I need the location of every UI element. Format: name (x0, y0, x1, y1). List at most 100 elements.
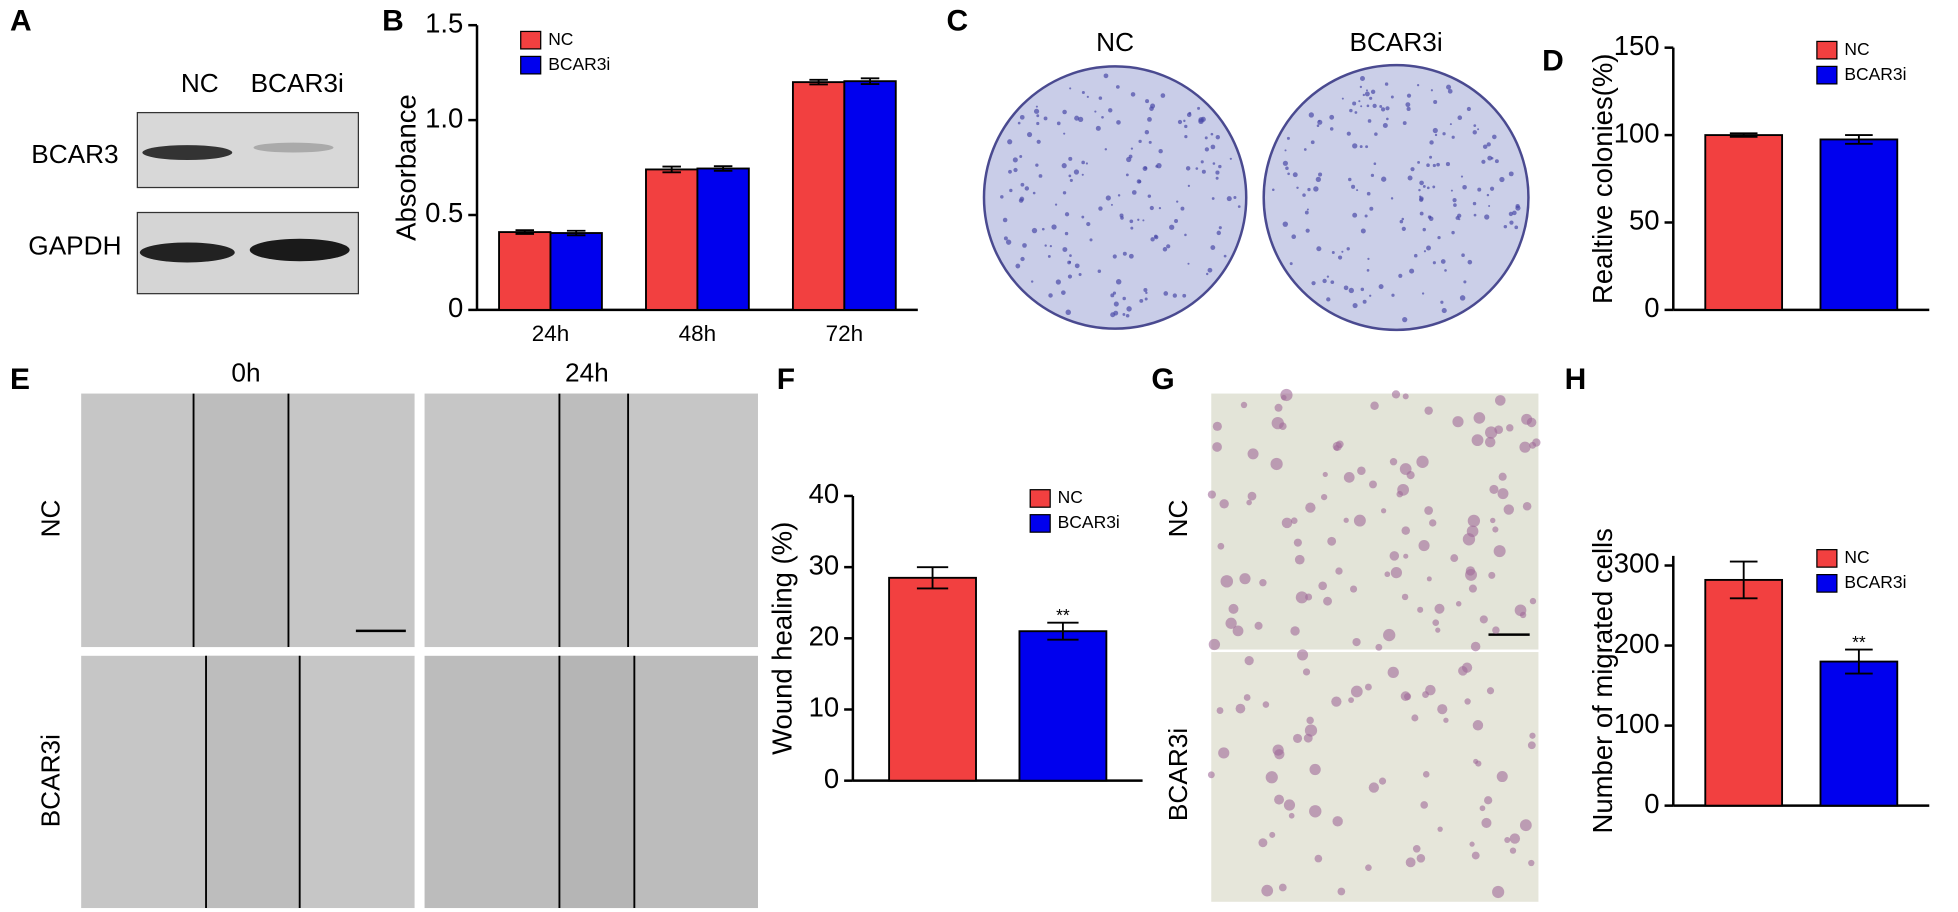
colony (1150, 103, 1156, 109)
colony (1422, 184, 1426, 188)
colony (1128, 253, 1134, 259)
colony (1370, 173, 1375, 178)
colony (1126, 156, 1132, 163)
cell (1306, 716, 1314, 725)
colony (1155, 165, 1159, 168)
panel-label: D (1542, 45, 1564, 78)
colony (1352, 101, 1357, 106)
colony (1144, 166, 1148, 170)
colony (1153, 234, 1158, 239)
cell (1239, 573, 1251, 585)
cell (1519, 819, 1532, 832)
cell (1498, 472, 1507, 481)
cell (1424, 506, 1433, 515)
y-tick-label: 50 (1629, 205, 1660, 236)
cell (1327, 536, 1337, 546)
colony (1272, 188, 1275, 192)
colony (1459, 295, 1466, 301)
cell (1335, 567, 1343, 575)
colony (1311, 281, 1316, 286)
colony (1129, 219, 1134, 224)
colony (1147, 194, 1152, 198)
colony (1215, 134, 1220, 140)
cell (1426, 576, 1432, 582)
cell (1434, 603, 1445, 614)
colony (1484, 214, 1490, 220)
colony (1307, 187, 1311, 192)
colony (1062, 109, 1067, 115)
colony (1085, 162, 1088, 165)
colony (1051, 224, 1057, 230)
image-label: BCAR3i (1349, 27, 1442, 57)
cell (1529, 597, 1537, 605)
cell (1435, 627, 1441, 633)
cell (1527, 741, 1536, 750)
cell (1218, 747, 1230, 759)
cell (1322, 471, 1328, 478)
colony (1318, 119, 1321, 123)
cell (1465, 568, 1477, 581)
colony (1358, 100, 1361, 103)
colony (1043, 116, 1048, 121)
cell (1208, 638, 1221, 651)
bar (791, 81, 846, 311)
colony (1122, 313, 1126, 316)
cell (1283, 799, 1296, 811)
colony (1022, 243, 1027, 248)
colony (1302, 193, 1306, 197)
cell (1240, 401, 1248, 409)
colony (1065, 309, 1071, 316)
colony (1197, 106, 1201, 110)
colony (1386, 117, 1389, 121)
colony (1374, 132, 1378, 136)
image-label: NC (1163, 499, 1193, 537)
colony (1183, 119, 1186, 123)
colony (1466, 106, 1471, 112)
y-tick-label: 30 (809, 549, 840, 580)
cell (1493, 545, 1506, 558)
colony (1432, 163, 1436, 168)
colony (1063, 132, 1066, 135)
cell (1220, 575, 1234, 588)
protein-label: GAPDH (28, 230, 121, 260)
colony (1007, 139, 1013, 145)
colony (1432, 127, 1438, 134)
cell (1522, 501, 1532, 511)
colony (1413, 253, 1418, 258)
annotation: ** (1852, 632, 1866, 652)
cell (1331, 696, 1342, 707)
colony (1138, 139, 1142, 144)
x-tick-label: 24h (532, 321, 570, 346)
colony (1437, 235, 1441, 240)
colony (1486, 142, 1491, 147)
cell (1352, 637, 1361, 647)
y-tick-label: 1.5 (425, 7, 463, 38)
cell (1274, 749, 1285, 760)
cell (1290, 626, 1300, 636)
colony (1044, 244, 1047, 247)
colony (1187, 184, 1191, 187)
colony (1098, 96, 1103, 100)
cell (1401, 526, 1410, 535)
cell (1469, 841, 1475, 847)
colony (1450, 189, 1453, 192)
colony (1198, 118, 1204, 125)
cell (1461, 662, 1473, 673)
colony (1406, 106, 1411, 111)
y-tick-label: 0 (448, 292, 463, 323)
cell (1401, 593, 1409, 601)
colony (1401, 226, 1406, 231)
colony (1508, 171, 1514, 177)
bar (1819, 660, 1899, 807)
cell (1302, 668, 1311, 676)
legend-label: NC (548, 29, 573, 49)
cell (1207, 490, 1216, 499)
colony (1444, 269, 1447, 272)
cell (1484, 796, 1493, 805)
cell (1369, 480, 1377, 489)
error-bar (1845, 648, 1873, 675)
legend-swatch (1816, 574, 1838, 593)
colony (1172, 293, 1177, 298)
cell (1216, 707, 1224, 714)
